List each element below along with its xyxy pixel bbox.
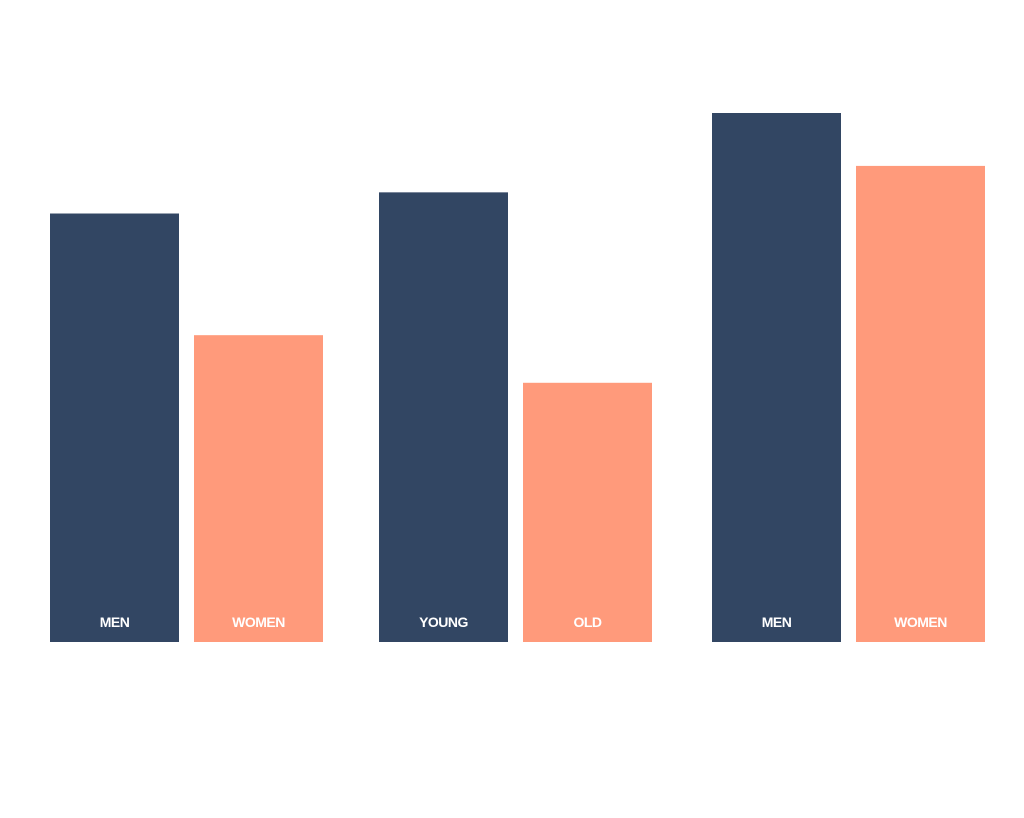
- bar-label-women-group-1: WOMEN: [232, 614, 285, 630]
- bar-men-group-3: [712, 113, 841, 642]
- bar-label-men-group-3: MEN: [762, 614, 792, 630]
- bar-women-group-3: [856, 165, 985, 642]
- bar-label-women-group-3: WOMEN: [894, 614, 947, 630]
- bar-label-old-group-2: OLD: [573, 614, 601, 630]
- bars-layer: [50, 113, 985, 642]
- bar-label-men-group-1: MEN: [100, 614, 130, 630]
- bar-women-group-1: [194, 335, 323, 642]
- bar-old-group-2: [523, 382, 652, 642]
- bar-men-group-1: [50, 213, 179, 642]
- bar-label-young-group-2: YOUNG: [419, 614, 468, 630]
- bar-young-group-2: [379, 192, 508, 642]
- bar-labels-layer: MEN WOMEN YOUNG OLD MEN WOMEN: [100, 614, 948, 630]
